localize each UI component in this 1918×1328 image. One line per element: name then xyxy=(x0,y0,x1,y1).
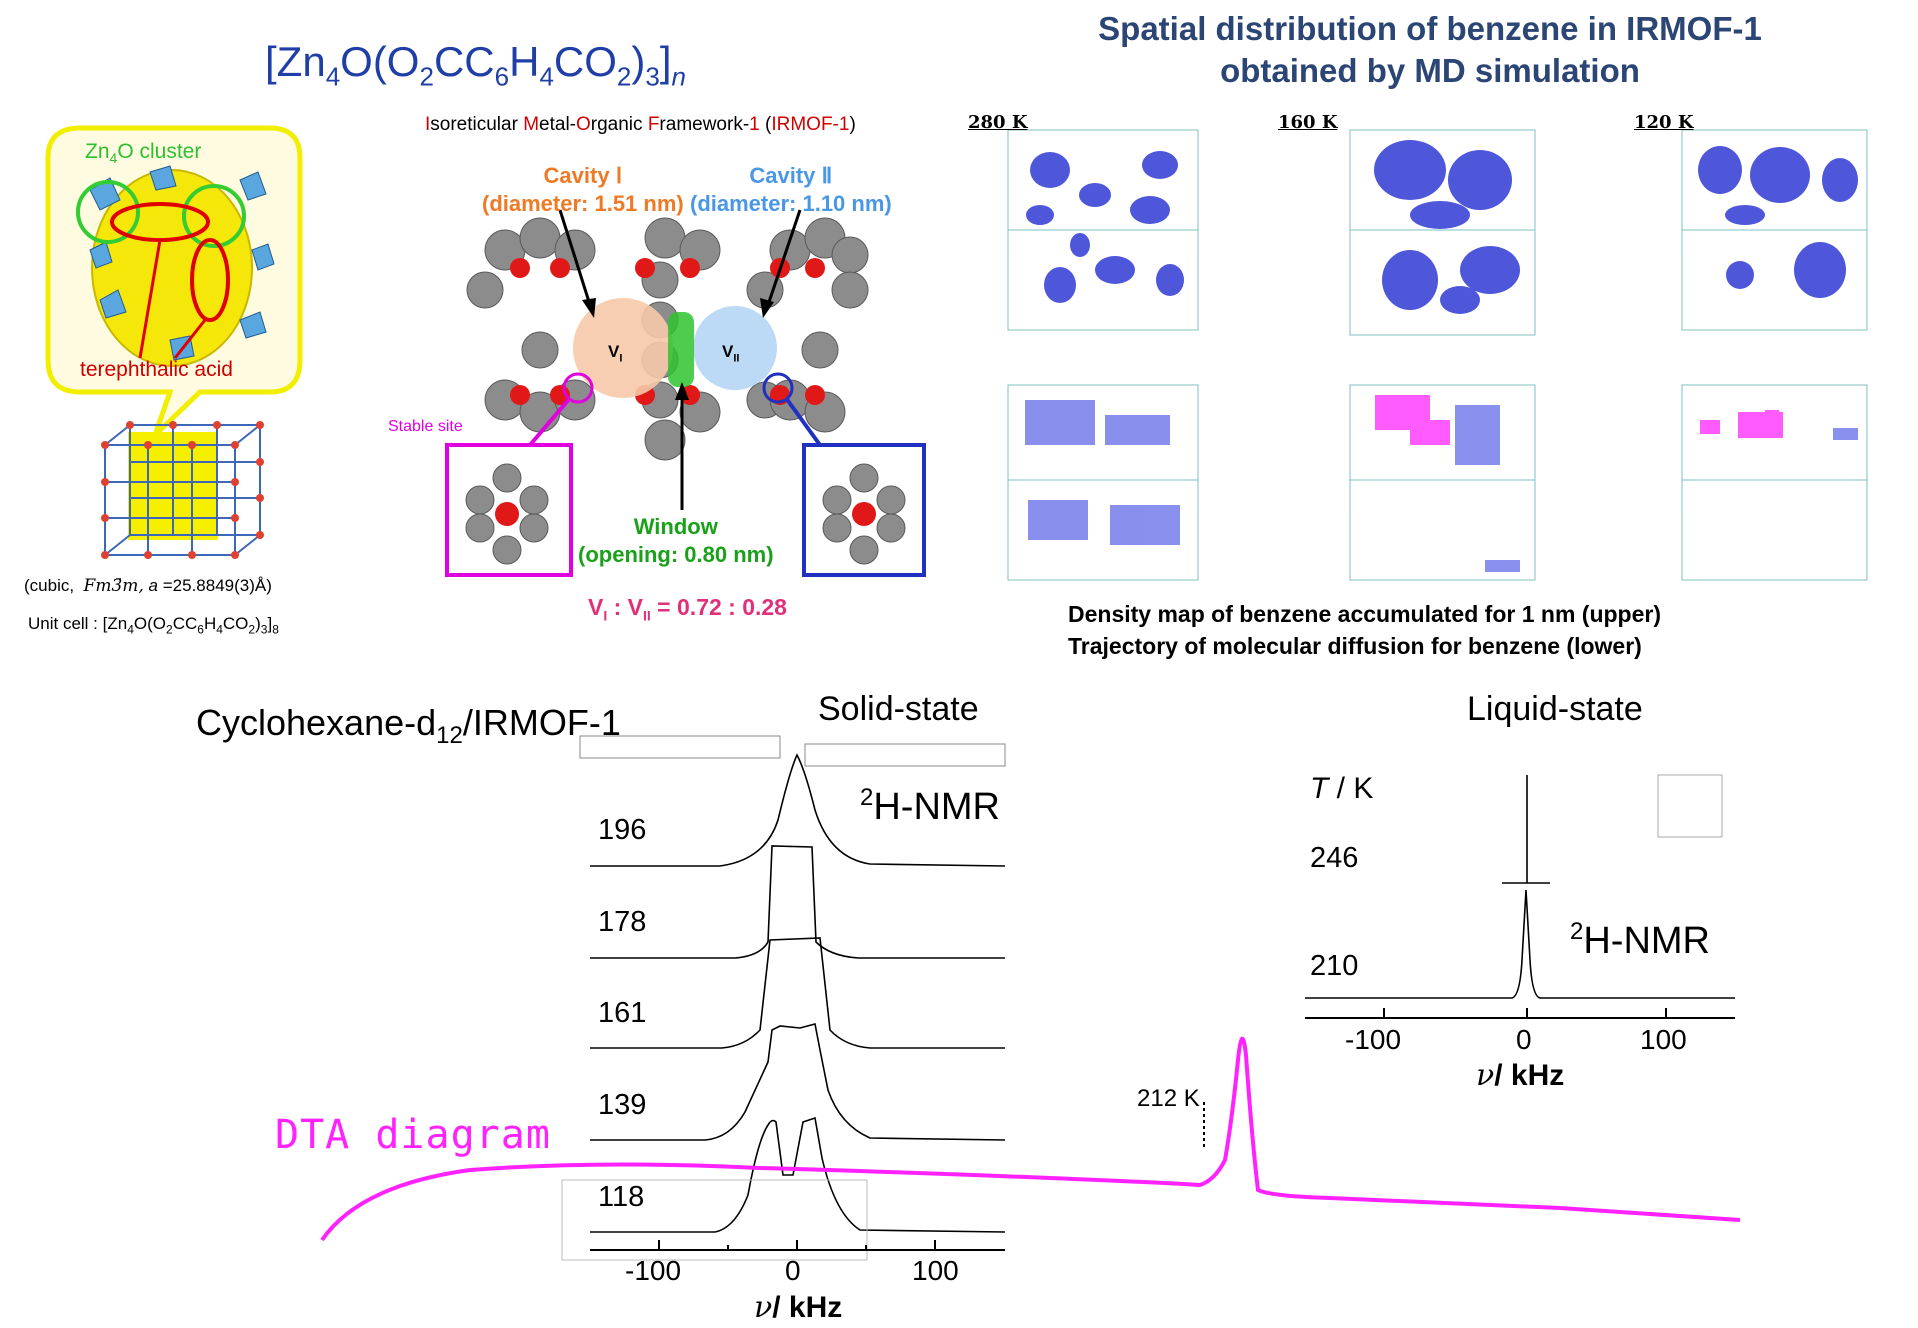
solid-temp-118: 118 xyxy=(598,1181,645,1213)
temp-label-160k: 160 K xyxy=(1278,112,1338,133)
liquid-nmr-axis-ticks xyxy=(1383,1008,1667,1018)
unit-cell-formula: Unit cell : [Zn4O(O2CC6H4CO2)3]8 xyxy=(28,614,279,637)
solid-nmr-spectra xyxy=(561,735,1006,1261)
dta-curve xyxy=(320,1036,1741,1242)
cyclohexane-title: Cyclohexane-d12/IRMOF-1 xyxy=(196,702,621,750)
solid-temp-196: 196 xyxy=(598,814,647,846)
stable-site-label: Stable site xyxy=(388,418,463,435)
liquid-temp-246: 246 xyxy=(1310,842,1359,874)
t-axis-label: T / K xyxy=(1310,772,1374,805)
dta-diagram-label: DTA diagram xyxy=(275,1112,551,1158)
solid-x-axis-label: ν/ kHz xyxy=(754,1290,843,1325)
liquid-state-label: Liquid-state xyxy=(1467,690,1643,728)
cubic-cell-params: (cubic, Fm3̄m, a =25.8849(3)Å) xyxy=(24,576,272,596)
zn4o-callout xyxy=(45,125,303,437)
solid-xtick-100: 100 xyxy=(912,1255,959,1286)
solid-nmr-axis-ticks xyxy=(658,1240,936,1250)
cubic-lattice-diagram xyxy=(101,421,264,559)
irmof-cavity-model xyxy=(445,209,926,577)
cavity-1-label: Cavity Ⅰ (diameter: 1.51 nm) xyxy=(482,163,684,216)
v1-label: VI xyxy=(608,342,623,365)
temp-label-120k: 120 K xyxy=(1634,112,1694,133)
solid-temp-161: 161 xyxy=(598,997,647,1029)
liquid-xtick-neg100: -100 xyxy=(1345,1024,1402,1055)
window-label: Window (opening: 0.80 nm) xyxy=(578,514,774,567)
solid-temp-178: 178 xyxy=(598,906,647,938)
volume-ratio: VI : VII = 0.72 : 0.28 xyxy=(588,594,787,624)
liquid-xtick-100: 100 xyxy=(1640,1024,1687,1055)
liquid-nmr-spectra xyxy=(1305,774,1735,1019)
liquid-nmr-label: 2H-NMR xyxy=(1570,918,1710,962)
temp-label-280k: 280 K xyxy=(968,112,1028,133)
cavity-2-label: Cavity Ⅱ (diameter: 1.10 nm) xyxy=(690,163,892,216)
solid-state-label: Solid-state xyxy=(818,690,979,728)
formula-title: [Zn4O(O2CC6H4CO2)3]n xyxy=(265,38,686,92)
dta-peak-label: 212 K xyxy=(1137,1085,1200,1112)
liquid-x-axis-label: ν/ kHz xyxy=(1476,1058,1565,1093)
zn4o-cluster-label: Zn4O cluster xyxy=(85,140,202,167)
solid-temp-139: 139 xyxy=(598,1089,647,1121)
md-simulation-panels xyxy=(1007,129,1868,581)
md-simulation-title: Spatial distribution of benzene in IRMOF… xyxy=(1098,10,1762,89)
liquid-temp-210: 210 xyxy=(1310,950,1359,982)
md-caption: Density map of benzene accumulated for 1… xyxy=(1068,601,1661,659)
solid-xtick-neg100: -100 xyxy=(625,1255,682,1286)
terephthalic-acid-label: terephthalic acid xyxy=(80,358,233,381)
v2-label: VII xyxy=(722,342,740,365)
solid-nmr-label: 2H-NMR xyxy=(860,784,1000,828)
liquid-xtick-0: 0 xyxy=(1516,1024,1532,1055)
solid-xtick-0: 0 xyxy=(785,1255,801,1286)
irmof-full-name: Isoreticular Metal-Organic Framework-1 (… xyxy=(425,114,856,135)
